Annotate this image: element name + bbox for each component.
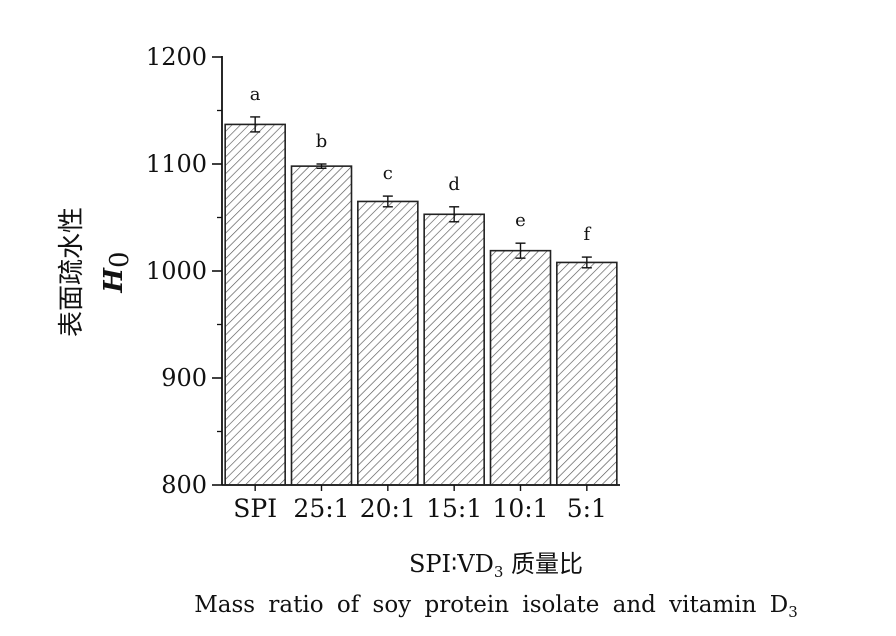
y-axis-label-symbol: H0: [99, 251, 135, 293]
y-tick-label: 900: [161, 364, 207, 392]
x-label-cn-subscript: 3: [494, 563, 504, 581]
x-tick-label-10:1: 10:1: [492, 494, 548, 523]
x-tick-label-SPI: SPI: [233, 494, 277, 523]
x-label-en-subscript: 3: [788, 603, 798, 621]
significance-letter-25:1: b: [316, 131, 328, 152]
bar-5:1: [556, 261, 618, 486]
x-tick-label-15:1: 15:1: [426, 494, 482, 523]
significance-letter-15:1: d: [448, 174, 460, 195]
bar-10:1: [489, 249, 552, 486]
bar-25:1: [290, 165, 353, 486]
x-tick-label-25:1: 25:1: [293, 494, 349, 523]
x-label-cn-suffix: 质量比: [503, 550, 583, 578]
y-axis-label-symbol-group: H0: [99, 251, 135, 293]
significance-letter-10:1: e: [515, 210, 526, 231]
significance-letter-SPI: a: [250, 84, 261, 105]
significance-letter-5:1: f: [583, 224, 591, 245]
y-tick-label: 800: [161, 471, 207, 499]
x-axis-label-cn: SPI∶VD3 质量比: [409, 550, 583, 581]
x-label-en-prefix: Mass ratio of soy protein isolate and vi…: [194, 592, 788, 618]
plot-area: 800 900 1000 1100 1200 a b c d e f SPI 25:1 20:1 15:…: [146, 43, 620, 523]
bar-20:1: [357, 200, 419, 486]
y-ticks: 800 900 1000 1100 1200: [146, 43, 222, 499]
x-tick-label-5:1: 5:1: [567, 494, 607, 523]
y-symbol-subscript: 0: [105, 251, 135, 268]
y-axis-label-cn-group: 表面疏水性: [57, 207, 87, 337]
bar-SPI: [224, 123, 286, 486]
y-axis-label-cn: 表面疏水性: [57, 207, 87, 337]
y-tick-label: 1200: [146, 43, 207, 71]
y-symbol: H: [99, 267, 129, 294]
x-label-cn-prefix: SPI∶VD: [409, 550, 494, 578]
x-tick-labels: SPI 25:1 20:1 15:1 10:1 5:1: [233, 485, 607, 523]
bar-15:1: [423, 213, 485, 486]
x-axis-label-en: Mass ratio of soy protein isolate and vi…: [194, 592, 798, 621]
bars: a b c d e f: [224, 84, 618, 486]
x-tick-label-20:1: 20:1: [360, 494, 416, 523]
y-tick-label: 1000: [146, 257, 207, 285]
y-tick-label: 1100: [146, 150, 207, 178]
significance-letter-20:1: c: [383, 163, 393, 184]
